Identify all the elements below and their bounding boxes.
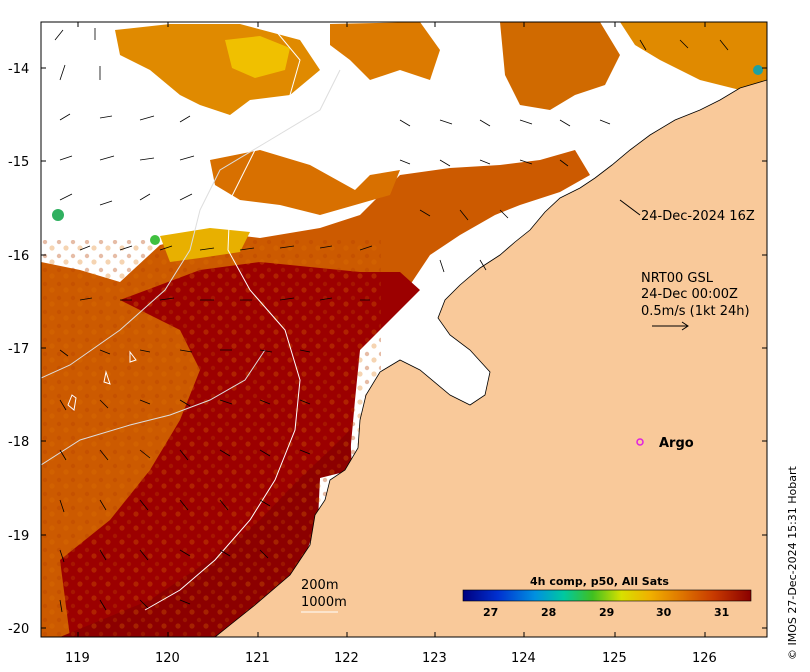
sst-north-patch-c [500,22,620,110]
sst-north-patch-b [330,22,440,80]
isobath-1000m-label: 1000m [301,595,347,610]
sst-north-patch-d [620,22,767,95]
lon-label-125: 125 [602,651,627,666]
sst-mid-band [210,150,400,215]
isobath-200m-label: 200m [301,578,338,593]
isobath-1000m [41,69,341,466]
colorbar-tick-27: 27 [483,606,498,619]
lon-label-122: 122 [334,651,359,666]
lon-label-124: 124 [511,651,536,666]
current-scale-label: 0.5m/s (1kt 24h) [641,304,750,319]
sst-green-speck-a [52,209,64,221]
lat-label-20: -20 [8,622,29,637]
land-mass [214,79,767,637]
imos-credit: © IMOS 27-Dec-2024 15:31 Hobart [786,466,799,660]
sst-green-speck-b [150,235,160,245]
sst-cool-strip [160,228,250,262]
lat-label-18: -18 [8,435,29,450]
callout-leader [619,199,641,216]
lat-label-16: -16 [8,249,29,264]
lat-tick-marks [41,22,767,637]
colorbar: 4h comp, p50, All Sats 27 28 29 30 31 [462,575,752,619]
lat-label-17: -17 [8,342,29,357]
current-time-label: 24-Dec 00:00Z [641,287,738,302]
scale-arrow [652,321,689,331]
argo-label: Argo [659,436,694,451]
colorbar-gradient [462,589,752,602]
sst-cool-patch [225,36,290,78]
sst-green-speck-c [753,65,763,75]
colorbar-title: 4h comp, p50, All Sats [530,575,669,588]
isobath-200m [144,23,301,611]
lat-label-14: -14 [8,62,29,77]
current-vectors [54,28,729,613]
colorbar-tick-30: 30 [656,606,672,619]
colorbar-tick-28: 28 [541,606,556,619]
lon-label-121: 121 [245,651,270,666]
colorbar-tick-31: 31 [714,606,729,619]
colorbar-tick-29: 29 [599,606,614,619]
lat-label-19: -19 [8,529,29,544]
argo-float-marker [636,438,644,446]
lon-label-123: 123 [422,651,447,666]
current-product-label: NRT00 GSL [641,271,714,286]
isobath-white-loop [67,350,137,411]
lon-label-119: 119 [65,651,90,666]
plot-area [41,22,767,637]
lon-label-126: 126 [692,651,717,666]
lon-label-120: 120 [155,651,180,666]
timestamp-callout: 24-Dec-2024 16Z [641,209,755,224]
plot-frame [40,21,768,638]
lat-label-15: -15 [8,155,29,170]
